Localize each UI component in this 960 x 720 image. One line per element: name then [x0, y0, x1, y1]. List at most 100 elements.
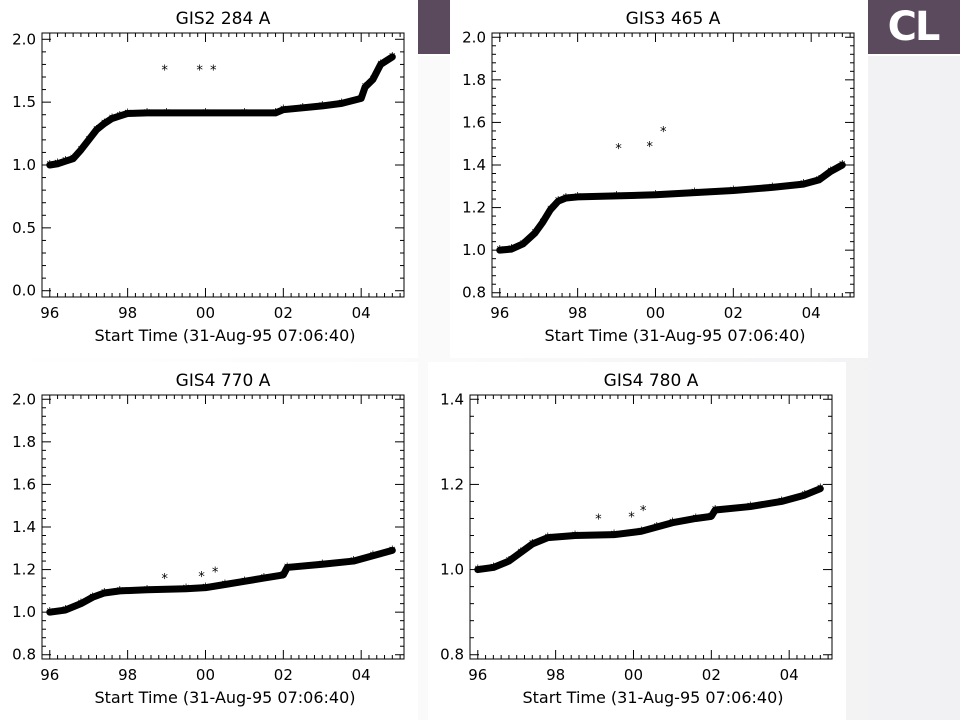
data-point: * — [116, 110, 124, 125]
y-tick-label: 0.8 — [440, 646, 464, 664]
x-tick-label: 98 — [118, 304, 137, 322]
data-point: * — [554, 195, 562, 210]
y-tick-label: 2.0 — [462, 28, 486, 46]
data-point: * — [489, 561, 497, 576]
data-point: * — [746, 501, 754, 516]
data-point: * — [668, 517, 676, 532]
data-point: * — [240, 575, 248, 590]
y-tick-label: 1.0 — [12, 156, 36, 174]
data-point: * — [838, 159, 846, 174]
data-series-band — [496, 161, 846, 254]
chart-gis4-780: GIS4 780 A 96 98 00 02 04 0.8 1.0 1.2 1.4 Start Ti… — [440, 371, 833, 707]
data-point: * — [574, 191, 582, 206]
outlier-point: * — [646, 140, 654, 155]
data-point: * — [827, 165, 835, 180]
data-point: * — [652, 189, 660, 204]
chart-panel-1: GIS2 284 A 96 98 00 02 04 0.0 0.5 1.0 1.5 2.0 Start… — [0, 0, 418, 358]
data-series-band — [46, 546, 396, 616]
y-tick-label: 0.8 — [12, 646, 36, 664]
y-tick-label: 1.0 — [440, 561, 464, 579]
data-point: * — [562, 192, 570, 207]
x-tick-label: 02 — [274, 666, 293, 684]
data-point: * — [54, 158, 62, 173]
x-tick-label: 04 — [802, 304, 821, 322]
data-point: * — [299, 102, 307, 117]
data-point: * — [272, 107, 280, 122]
chart-gis3-465: GIS3 465 A 96 98 00 02 04 0.8 1.0 1.2 1.4 1.6 1.8 2.… — [462, 9, 855, 345]
outlier-point: * — [628, 510, 636, 525]
data-point: * — [531, 227, 539, 242]
outlier-point: * — [196, 63, 204, 78]
y-tick-label: 1.4 — [12, 518, 36, 536]
data-point: * — [546, 204, 554, 219]
data-point: * — [85, 134, 93, 149]
x-tick-label: 00 — [196, 304, 215, 322]
data-point: * — [388, 544, 396, 559]
chart-gis4-770: GIS4 770 A 96 98 00 02 04 0.8 1.0 1.2 1.4 1.6 1.8 2.… — [12, 371, 405, 707]
y-tick-label: 1.8 — [12, 433, 36, 451]
data-point: * — [202, 582, 210, 597]
x-tick-label: 04 — [352, 666, 371, 684]
outlier-point: * — [161, 63, 169, 78]
data-point: * — [653, 521, 661, 536]
data-point: * — [707, 510, 715, 525]
plot-frame — [469, 394, 833, 660]
data-point: * — [69, 153, 77, 168]
data-point: * — [349, 555, 357, 570]
data-point: * — [816, 483, 824, 498]
data-point: * — [357, 92, 365, 107]
chart-title: GIS4 770 A — [176, 371, 271, 391]
data-point: * — [100, 587, 108, 602]
decorative-bar — [418, 0, 450, 54]
data-point: * — [690, 187, 698, 202]
data-series-band — [46, 53, 396, 169]
data-point: * — [528, 538, 536, 553]
data-point: * — [279, 104, 287, 119]
data-point: * — [692, 512, 700, 527]
y-tick-label: 0.5 — [12, 219, 36, 237]
y-tick-label: 1.2 — [440, 475, 464, 493]
data-point: * — [116, 585, 124, 600]
data-point: * — [519, 238, 527, 253]
data-point: * — [283, 561, 291, 576]
chart-title: GIS3 465 A — [626, 9, 721, 29]
y-tick-label: 1.2 — [462, 199, 486, 217]
outlier-point: * — [659, 125, 667, 140]
data-point: * — [799, 178, 807, 193]
y-tick-label: 1.8 — [462, 71, 486, 89]
data-point: * — [508, 243, 516, 258]
x-axis-label: Start Time (31-Aug-95 07:06:40) — [95, 326, 356, 345]
plot-frame — [491, 32, 855, 298]
y-tick-label: 2.0 — [12, 390, 36, 408]
data-point: * — [377, 58, 385, 73]
data-point: * — [613, 190, 621, 205]
chart-title: GIS4 780 A — [604, 371, 699, 391]
data-point: * — [369, 550, 377, 565]
x-tick-label: 98 — [546, 666, 565, 684]
data-point: * — [496, 244, 504, 259]
outlier-point: * — [211, 566, 219, 581]
x-tick-label: 02 — [274, 304, 293, 322]
x-tick-label: 00 — [646, 304, 665, 322]
x-tick-label: 04 — [352, 304, 371, 322]
chart-panel-2: GIS3 465 A 96 98 00 02 04 0.8 1.0 1.2 1.4 1.6 1.8 2.… — [450, 0, 868, 358]
x-tick-label: 00 — [196, 666, 215, 684]
data-point: * — [93, 124, 101, 139]
outlier-point: * — [161, 572, 169, 587]
logo-wordmark: CL — [887, 4, 941, 50]
y-tick-label: 1.4 — [440, 390, 464, 408]
data-series-band — [474, 485, 824, 574]
data-point: * — [801, 489, 809, 504]
data-point: * — [505, 555, 513, 570]
chart-panel-3: GIS4 770 A 96 98 00 02 04 0.8 1.0 1.2 1.4 1.6 1.8 2.… — [0, 362, 418, 720]
outlier-point: * — [615, 142, 623, 157]
x-tick-label: 96 — [40, 304, 59, 322]
data-point: * — [100, 118, 108, 133]
data-point: * — [729, 185, 737, 200]
data-point: * — [279, 569, 287, 584]
x-tick-label: 96 — [490, 304, 509, 322]
chart-panel-4: GIS4 780 A 96 98 00 02 04 0.8 1.0 1.2 1.4 Start Ti… — [428, 362, 846, 720]
data-point: * — [143, 107, 151, 122]
data-point: * — [474, 564, 482, 579]
outlier-point: * — [639, 504, 647, 519]
